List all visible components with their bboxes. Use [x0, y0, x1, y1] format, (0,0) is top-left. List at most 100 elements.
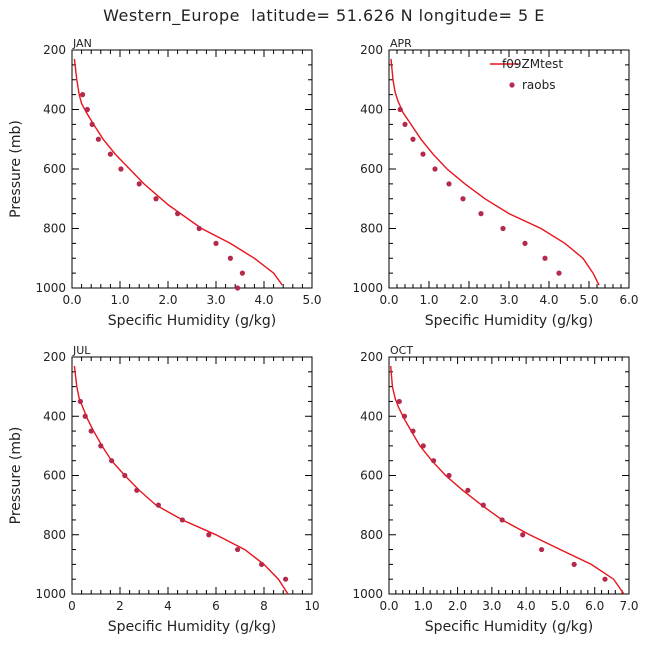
x-tick-label: 2.0	[158, 293, 177, 307]
plot-frame	[388, 356, 630, 595]
raobs-point	[153, 196, 159, 202]
y-tick-label: 600	[43, 469, 66, 483]
x-tick-label: 3.0	[482, 599, 501, 613]
x-tick-label: 6.0	[619, 293, 638, 307]
raobs-point	[396, 398, 402, 405]
raobs-point	[118, 166, 124, 172]
y-tick-label: 600	[360, 469, 383, 483]
raobs-point	[79, 92, 86, 98]
y-tick-label: 200	[43, 43, 66, 57]
raobs-point	[227, 255, 233, 261]
raobs-point	[542, 255, 548, 261]
y-axis-label: Pressure (mb)	[8, 427, 24, 525]
x-tick-label: 5.0	[579, 293, 598, 307]
panel-label: JAN	[72, 37, 92, 50]
x-axis-label: Specific Humidity (g/kg)	[108, 313, 276, 329]
y-tick-label: 1000	[352, 281, 383, 295]
x-tick-label: 1.0	[414, 599, 433, 613]
raobs-point	[235, 546, 241, 553]
raobs-point	[134, 487, 140, 493]
raobs-point	[206, 532, 212, 538]
raobs-point	[155, 502, 161, 508]
chart-panel-jul: 0 2 4 6 8 10 200 400 600 800 1000 JUL Specific Humid…	[8, 344, 320, 635]
x-tick-label: 3.0	[499, 293, 518, 307]
raobs-point	[430, 458, 437, 464]
raobs-point	[465, 487, 471, 493]
raobs-point	[499, 517, 505, 523]
raobs-point	[84, 106, 90, 113]
x-tick-label: 0	[68, 599, 76, 613]
raobs-point	[397, 106, 403, 113]
raobs-point	[136, 181, 142, 187]
panel-label: APR	[390, 37, 412, 50]
raobs-point	[410, 136, 416, 142]
raobs-point	[500, 225, 506, 232]
x-axis-label: Specific Humidity (g/kg)	[425, 619, 593, 635]
raobs-point	[571, 561, 577, 567]
y-tick-label: 800	[43, 528, 66, 542]
x-tick-label: 6.0	[585, 599, 604, 613]
raobs-point	[538, 546, 545, 553]
raobs-point	[446, 181, 452, 187]
raobs-point	[109, 458, 115, 464]
figure-title: Western_Europe latitude= 51.626 N longit…	[103, 6, 545, 25]
raobs-point	[522, 240, 528, 246]
raobs-point	[235, 285, 241, 291]
model-line-jan	[73, 58, 283, 286]
y-tick-label: 600	[43, 162, 66, 176]
raobs-point	[259, 561, 265, 567]
x-axis-label: Specific Humidity (g/kg)	[425, 313, 593, 329]
y-tick-label: 1000	[35, 281, 66, 295]
raobs-point	[239, 270, 245, 276]
y-tick-label: 400	[360, 409, 383, 423]
raobs-point	[179, 517, 185, 523]
legend-dot-swatch	[509, 82, 515, 88]
x-tick-label: 1.0	[110, 293, 129, 307]
panel-label: OCT	[390, 344, 413, 357]
y-tick-label: 400	[43, 409, 66, 423]
y-tick-label: 200	[360, 350, 383, 364]
x-tick-label: 4.0	[254, 293, 273, 307]
x-tick-label: 10	[304, 599, 319, 613]
raobs-point	[410, 428, 416, 434]
raobs-point	[420, 151, 426, 157]
x-tick-label: 4.0	[517, 599, 536, 613]
raobs-point	[196, 225, 202, 232]
raobs-point	[213, 240, 219, 246]
x-tick-label: 2.0	[448, 599, 467, 613]
raobs-point	[478, 211, 484, 217]
raobs-point	[402, 121, 408, 127]
x-tick-label: 2.0	[459, 293, 478, 307]
x-tick-label: 4	[164, 599, 172, 613]
raobs-point	[107, 151, 113, 157]
x-tick-label: 0.0	[379, 599, 398, 613]
y-axis-label: Pressure (mb)	[8, 120, 24, 218]
y-tick-label: 800	[360, 222, 383, 236]
x-tick-label: 3.0	[206, 293, 225, 307]
raobs-point	[95, 136, 101, 142]
raobs-point	[420, 443, 426, 449]
chart-panel-jan: 0.0 1.0 2.0 3.0 4.0 5.0 200 400 600 800 1000 JAN Spe…	[8, 37, 322, 329]
x-tick-label: 4.0	[539, 293, 558, 307]
x-tick-label: 7.0	[619, 599, 638, 613]
plot-frame	[388, 49, 630, 289]
y-tick-label: 1000	[352, 587, 383, 601]
panel-label: JUL	[72, 344, 91, 357]
legend-obs-label: raobs	[522, 78, 556, 92]
raobs-point	[122, 472, 128, 479]
raobs-point	[401, 413, 408, 419]
raobs-point	[460, 196, 466, 202]
x-tick-label: 6	[212, 599, 220, 613]
y-tick-label: 600	[360, 162, 383, 176]
x-tick-label: 0.0	[62, 293, 81, 307]
raobs-point	[77, 398, 83, 405]
raobs-point	[88, 428, 94, 434]
raobs-point	[89, 121, 95, 127]
x-axis-label: Specific Humidity (g/kg)	[108, 619, 276, 635]
model-line-oct	[390, 365, 625, 595]
raobs-point	[283, 576, 289, 582]
y-tick-label: 800	[360, 528, 383, 542]
x-tick-label: 5.0	[551, 599, 570, 613]
